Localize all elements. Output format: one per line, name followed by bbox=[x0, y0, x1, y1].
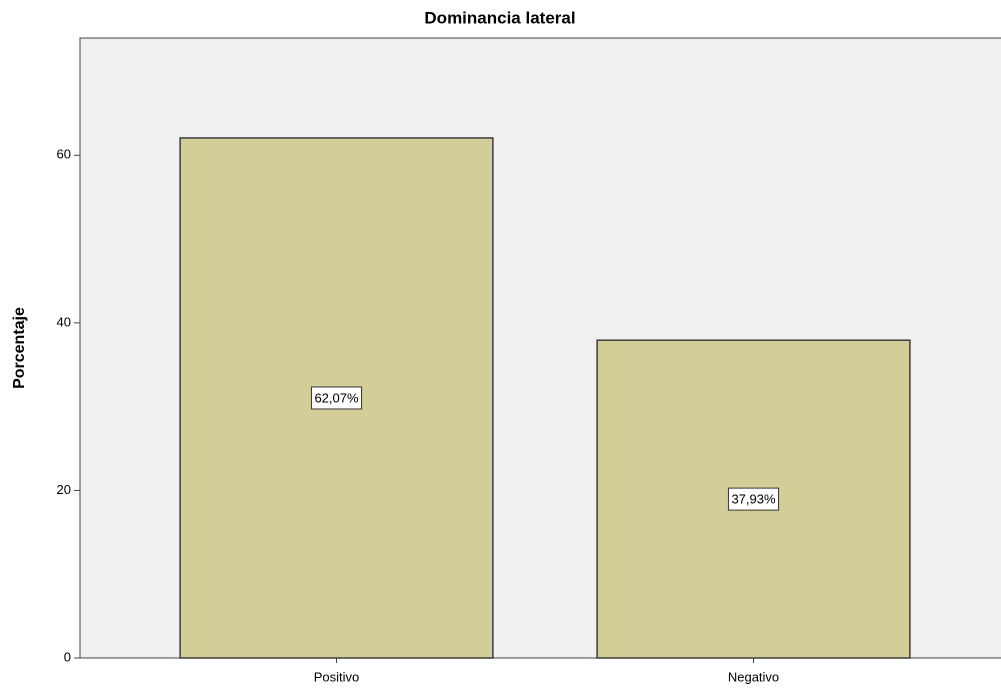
y-tick-label: 20 bbox=[57, 482, 71, 497]
value-label-box bbox=[310, 386, 363, 410]
y-axis-label: Porcentaje bbox=[11, 307, 28, 389]
value-label-box bbox=[727, 487, 780, 511]
x-tick-label: Positivo bbox=[314, 669, 360, 684]
chart-title: Dominancia lateral bbox=[424, 8, 575, 27]
value-label: 62,07% bbox=[314, 390, 359, 405]
y-tick-label: 0 bbox=[64, 649, 71, 664]
y-tick-label: 60 bbox=[57, 147, 71, 162]
y-tick-label: 40 bbox=[57, 314, 71, 329]
bar bbox=[179, 137, 494, 659]
value-label: 37,93% bbox=[731, 492, 776, 507]
x-tick-label: Negativo bbox=[728, 669, 779, 684]
